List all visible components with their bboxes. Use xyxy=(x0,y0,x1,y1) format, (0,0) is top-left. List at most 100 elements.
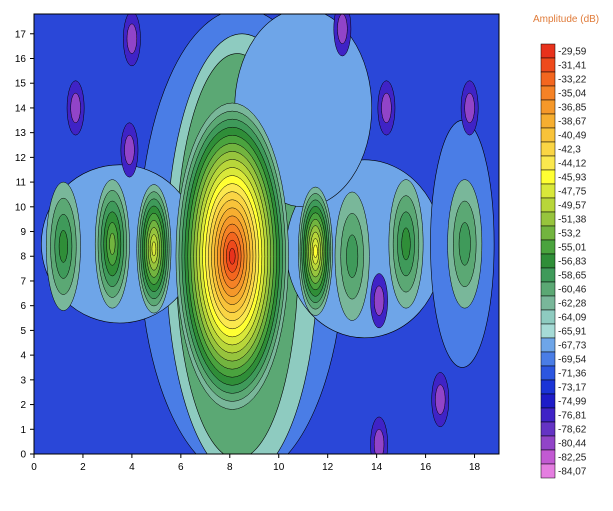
y-tick-label: 16 xyxy=(15,54,27,65)
x-tick-label: 4 xyxy=(129,462,135,473)
colorbar-swatch xyxy=(540,155,556,171)
x-tick-label: 2 xyxy=(80,462,86,473)
colorbar-level-label: -82,25 xyxy=(558,453,587,464)
colorbar-level-label: -51,38 xyxy=(558,215,587,226)
colorbar-level-label: -36,85 xyxy=(558,103,587,114)
x-tick-label: 8 xyxy=(227,462,233,473)
colorbar-level-label: -38,67 xyxy=(558,117,587,128)
y-tick-label: 1 xyxy=(20,425,26,436)
colorbar-title: Amplitude (dB) xyxy=(533,14,600,25)
colorbar-swatch xyxy=(540,407,556,423)
contour-low-spot xyxy=(373,429,385,454)
colorbar-swatch xyxy=(540,183,556,199)
x-tick-label: 0 xyxy=(31,462,37,473)
colorbar-swatch xyxy=(540,365,556,381)
contour-low-spot xyxy=(337,14,348,44)
contour-ring xyxy=(346,234,359,278)
colorbar-level-label: -31,41 xyxy=(558,61,587,72)
y-tick-label: 13 xyxy=(15,128,27,139)
contour-ring xyxy=(313,244,318,258)
colorbar-level-label: -76,81 xyxy=(558,411,587,422)
colorbar-legend: Amplitude (dB) -29,59 -31,41 -33,22 -35,04 -… xyxy=(517,0,613,506)
colorbar-level-label: -47,75 xyxy=(558,187,587,198)
colorbar-swatch xyxy=(540,281,556,297)
y-tick-label: 12 xyxy=(15,153,27,164)
colorbar-swatch xyxy=(540,421,556,437)
colorbar-swatch xyxy=(540,57,556,73)
contour-low-spot xyxy=(70,92,81,124)
colorbar-swatch xyxy=(540,449,556,465)
x-tick-label: 6 xyxy=(178,462,184,473)
contour-ring xyxy=(151,241,157,257)
y-tick-label: 7 xyxy=(20,276,26,287)
colorbar-level-label: -73,17 xyxy=(558,383,587,394)
colorbar-level-label: -69,54 xyxy=(558,355,587,366)
colorbar-level-label: -67,73 xyxy=(558,341,587,352)
colorbar-swatch xyxy=(540,267,556,283)
colorbar-level-label: -84,07 xyxy=(558,467,587,478)
contour-low-spot xyxy=(464,92,475,124)
colorbar-level-label: -44,12 xyxy=(558,159,587,170)
colorbar-swatch xyxy=(540,127,556,143)
colorbar-level-label: -60,46 xyxy=(558,285,587,296)
colorbar-swatch xyxy=(540,309,556,325)
colorbar-swatch xyxy=(540,225,556,241)
contour-ring xyxy=(229,247,236,265)
x-tick-label: 18 xyxy=(469,462,481,473)
colorbar-swatch xyxy=(540,197,556,213)
colorbar-swatch xyxy=(540,463,556,479)
colorbar-level-label: -58,65 xyxy=(558,271,587,282)
y-tick-label: 4 xyxy=(20,351,26,362)
colorbar-level-label: -64,09 xyxy=(558,313,587,324)
y-tick-label: 0 xyxy=(20,450,26,461)
contour-plot: 0 2 4 6 8 10 12 14 16 18 012345678910111213141516… xyxy=(15,13,500,473)
contour-ring xyxy=(58,230,68,263)
y-tick-label: 8 xyxy=(20,252,26,263)
colorbar-swatch xyxy=(540,169,556,185)
colorbar-swatch xyxy=(540,43,556,59)
x-axis-ticks: 0 2 4 6 8 10 12 14 16 18 xyxy=(31,454,481,473)
colorbar-level-label: -65,91 xyxy=(558,327,587,338)
y-tick-label: 3 xyxy=(20,375,26,386)
x-tick-label: 14 xyxy=(371,462,383,473)
y-tick-label: 17 xyxy=(15,29,27,40)
colorbar-level-label: -53,2 xyxy=(558,229,581,240)
x-tick-label: 16 xyxy=(420,462,432,473)
contour-low-spot xyxy=(126,23,138,54)
y-tick-label: 6 xyxy=(20,301,26,312)
contour-low-spot xyxy=(435,384,446,415)
colorbar-level-label: -56,83 xyxy=(558,257,587,268)
colorbar-level-label: -29,59 xyxy=(558,47,587,58)
colorbar-swatch xyxy=(540,323,556,339)
colorbar-level-label: -55,01 xyxy=(558,243,587,254)
colorbar-level-label: -49,57 xyxy=(558,201,587,212)
contour-ring xyxy=(401,227,411,261)
plot-frame xyxy=(33,13,500,455)
x-tick-label: 12 xyxy=(322,462,334,473)
contour-ring xyxy=(458,222,471,266)
contour-layer xyxy=(41,14,495,454)
colorbar-swatch xyxy=(540,379,556,395)
colorbar-swatch xyxy=(540,239,556,255)
colorbar-level-label: -80,44 xyxy=(558,439,587,450)
colorbar-level-label: -62,28 xyxy=(558,299,587,310)
y-tick-label: 15 xyxy=(15,79,27,90)
contour-low-spot xyxy=(373,285,385,316)
y-tick-label: 14 xyxy=(15,103,27,114)
colorbar-swatch xyxy=(540,141,556,157)
colorbar-level-label: -33,22 xyxy=(558,75,587,86)
colorbar-swatch xyxy=(540,71,556,87)
colorbar-swatch xyxy=(540,211,556,227)
colorbar-level-label: -40,49 xyxy=(558,131,587,142)
colorbar-level-label: -45,93 xyxy=(558,173,587,184)
y-tick-label: 2 xyxy=(20,400,26,411)
y-tick-label: 5 xyxy=(20,326,26,337)
colorbar-swatch xyxy=(540,295,556,311)
contour-low-spot xyxy=(381,92,392,124)
colorbar-level-label: -35,04 xyxy=(558,89,587,100)
colorbar-swatch xyxy=(540,85,556,101)
colorbar-swatch xyxy=(540,351,556,367)
y-tick-label: 11 xyxy=(16,178,27,189)
colorbar-level-label: -74,99 xyxy=(558,397,587,408)
colorbar-level-label: -78,62 xyxy=(558,425,587,436)
